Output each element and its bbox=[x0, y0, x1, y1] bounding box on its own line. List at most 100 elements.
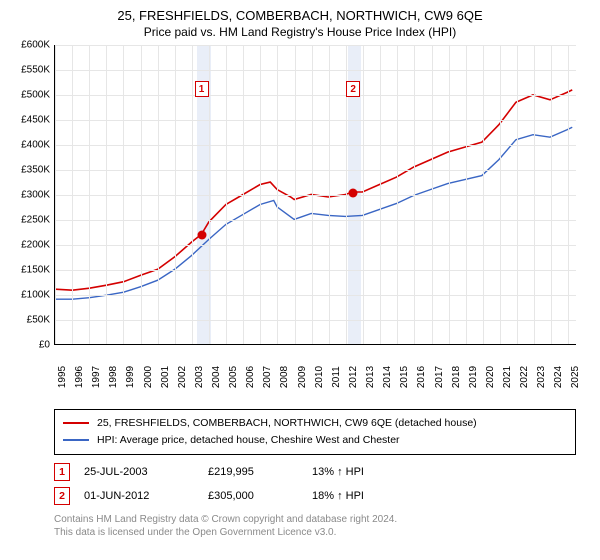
gridline-vertical bbox=[397, 45, 398, 344]
chart-area: £0£50K£100K£150K£200K£250K£300K£350K£400… bbox=[10, 45, 590, 375]
legend-item: HPI: Average price, detached house, Ches… bbox=[63, 432, 567, 449]
gridline-vertical bbox=[534, 45, 535, 344]
gridline-vertical bbox=[141, 45, 142, 344]
x-tick-label: 2022 bbox=[519, 366, 530, 388]
sale-marker-label: 2 bbox=[346, 81, 360, 97]
sale-row: 201-JUN-2012£305,00018% ↑ HPI bbox=[54, 487, 576, 505]
y-axis: £0£50K£100K£150K£200K£250K£300K£350K£400… bbox=[10, 45, 54, 345]
x-tick-label: 2025 bbox=[570, 366, 581, 388]
gridline-vertical bbox=[158, 45, 159, 344]
x-tick-label: 2001 bbox=[160, 366, 171, 388]
gridline-horizontal bbox=[55, 95, 576, 96]
gridline-vertical bbox=[295, 45, 296, 344]
y-tick-label: £100K bbox=[21, 290, 50, 301]
gridline-vertical bbox=[517, 45, 518, 344]
x-tick-label: 2010 bbox=[314, 366, 325, 388]
gridline-horizontal bbox=[55, 120, 576, 121]
sale-row: 125-JUL-2003£219,99513% ↑ HPI bbox=[54, 463, 576, 481]
sale-row-price: £305,000 bbox=[208, 490, 298, 502]
legend-label: HPI: Average price, detached house, Ches… bbox=[97, 432, 400, 449]
x-tick-label: 2016 bbox=[416, 366, 427, 388]
x-tick-label: 2015 bbox=[399, 366, 410, 388]
y-tick-label: £50K bbox=[27, 315, 50, 326]
gridline-vertical bbox=[466, 45, 467, 344]
x-tick-label: 2023 bbox=[536, 366, 547, 388]
gridline-horizontal bbox=[55, 45, 576, 46]
x-tick-label: 2008 bbox=[279, 366, 290, 388]
x-tick-label: 1997 bbox=[91, 366, 102, 388]
gridline-vertical bbox=[260, 45, 261, 344]
x-tick-label: 2018 bbox=[451, 366, 462, 388]
x-tick-label: 2014 bbox=[382, 366, 393, 388]
legend-box: 25, FRESHFIELDS, COMBERBACH, NORTHWICH, … bbox=[54, 409, 576, 455]
x-tick-label: 2004 bbox=[211, 366, 222, 388]
footer-line-2: This data is licensed under the Open Gov… bbox=[54, 526, 576, 539]
gridline-vertical bbox=[568, 45, 569, 344]
gridline-horizontal bbox=[55, 195, 576, 196]
sale-row-date: 01-JUN-2012 bbox=[84, 490, 194, 502]
gridline-vertical bbox=[209, 45, 210, 344]
gridline-horizontal bbox=[55, 70, 576, 71]
gridline-vertical bbox=[192, 45, 193, 344]
sale-row-number: 2 bbox=[54, 487, 70, 505]
sale-row-price: £219,995 bbox=[208, 466, 298, 478]
y-tick-label: £450K bbox=[21, 115, 50, 126]
x-tick-label: 2007 bbox=[262, 366, 273, 388]
gridline-vertical bbox=[72, 45, 73, 344]
gridline-vertical bbox=[483, 45, 484, 344]
gridline-vertical bbox=[312, 45, 313, 344]
plot-region: 12 bbox=[54, 45, 576, 345]
y-tick-label: £300K bbox=[21, 190, 50, 201]
x-tick-label: 2024 bbox=[553, 366, 564, 388]
sale-row-number: 1 bbox=[54, 463, 70, 481]
gridline-horizontal bbox=[55, 320, 576, 321]
x-tick-label: 2000 bbox=[143, 366, 154, 388]
gridline-vertical bbox=[363, 45, 364, 344]
series-hpi bbox=[55, 127, 572, 299]
gridline-vertical bbox=[55, 45, 56, 344]
x-tick-label: 2017 bbox=[434, 366, 445, 388]
gridline-horizontal bbox=[55, 170, 576, 171]
gridline-vertical bbox=[89, 45, 90, 344]
gridline-horizontal bbox=[55, 270, 576, 271]
y-tick-label: £400K bbox=[21, 140, 50, 151]
x-axis: 1995199619971998199920002001200220032004… bbox=[54, 375, 576, 407]
x-tick-label: 2019 bbox=[468, 366, 479, 388]
y-tick-label: £250K bbox=[21, 215, 50, 226]
x-tick-label: 2021 bbox=[502, 366, 513, 388]
x-tick-label: 2020 bbox=[485, 366, 496, 388]
footer-attribution: Contains HM Land Registry data © Crown c… bbox=[54, 513, 576, 539]
gridline-horizontal bbox=[55, 220, 576, 221]
chart-subtitle: Price paid vs. HM Land Registry's House … bbox=[10, 25, 590, 39]
y-tick-label: £350K bbox=[21, 165, 50, 176]
gridline-vertical bbox=[414, 45, 415, 344]
gridline-vertical bbox=[277, 45, 278, 344]
gridline-horizontal bbox=[55, 245, 576, 246]
gridline-vertical bbox=[432, 45, 433, 344]
x-tick-label: 2006 bbox=[245, 366, 256, 388]
chart-title: 25, FRESHFIELDS, COMBERBACH, NORTHWICH, … bbox=[10, 8, 590, 23]
x-tick-label: 2012 bbox=[348, 366, 359, 388]
gridline-vertical bbox=[243, 45, 244, 344]
legend-item: 25, FRESHFIELDS, COMBERBACH, NORTHWICH, … bbox=[63, 415, 567, 432]
x-tick-label: 2002 bbox=[177, 366, 188, 388]
x-tick-label: 2011 bbox=[331, 366, 342, 388]
gridline-vertical bbox=[449, 45, 450, 344]
gridline-vertical bbox=[175, 45, 176, 344]
x-tick-label: 2009 bbox=[297, 366, 308, 388]
sales-table: 125-JUL-2003£219,99513% ↑ HPI201-JUN-201… bbox=[54, 463, 576, 511]
gridline-vertical bbox=[329, 45, 330, 344]
x-tick-label: 2013 bbox=[365, 366, 376, 388]
x-tick-label: 1998 bbox=[108, 366, 119, 388]
y-tick-label: £550K bbox=[21, 65, 50, 76]
gridline-vertical bbox=[551, 45, 552, 344]
container: 25, FRESHFIELDS, COMBERBACH, NORTHWICH, … bbox=[0, 0, 600, 560]
legend-swatch bbox=[63, 422, 89, 424]
sale-row-date: 25-JUL-2003 bbox=[84, 466, 194, 478]
gridline-vertical bbox=[226, 45, 227, 344]
gridline-vertical bbox=[500, 45, 501, 344]
y-tick-label: £0 bbox=[39, 340, 50, 351]
gridline-vertical bbox=[123, 45, 124, 344]
legend-swatch bbox=[63, 439, 89, 441]
y-tick-label: £150K bbox=[21, 265, 50, 276]
